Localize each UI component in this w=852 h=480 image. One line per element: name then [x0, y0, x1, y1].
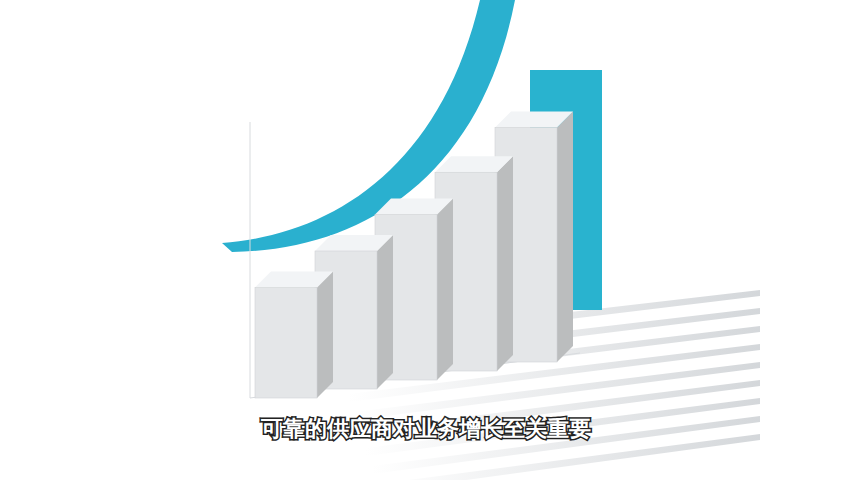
bar-top: [495, 111, 573, 127]
bar-top: [315, 235, 393, 251]
bar-side: [437, 198, 453, 380]
bar: [255, 272, 333, 398]
bar-top: [375, 198, 453, 214]
bar-side: [497, 156, 513, 371]
bar-side: [557, 111, 573, 362]
chart: 可靠的供应商对业务增长至关重要: [0, 0, 852, 480]
axes: [250, 122, 580, 398]
bar-front: [255, 288, 317, 398]
bar-side: [317, 272, 333, 398]
bar-top: [435, 156, 513, 172]
bar-top: [255, 272, 333, 288]
y-axis-line: [250, 122, 251, 398]
bar-side: [377, 235, 393, 389]
subtitle: 可靠的供应商对业务增长至关重要: [260, 416, 591, 441]
bars: [255, 111, 573, 398]
